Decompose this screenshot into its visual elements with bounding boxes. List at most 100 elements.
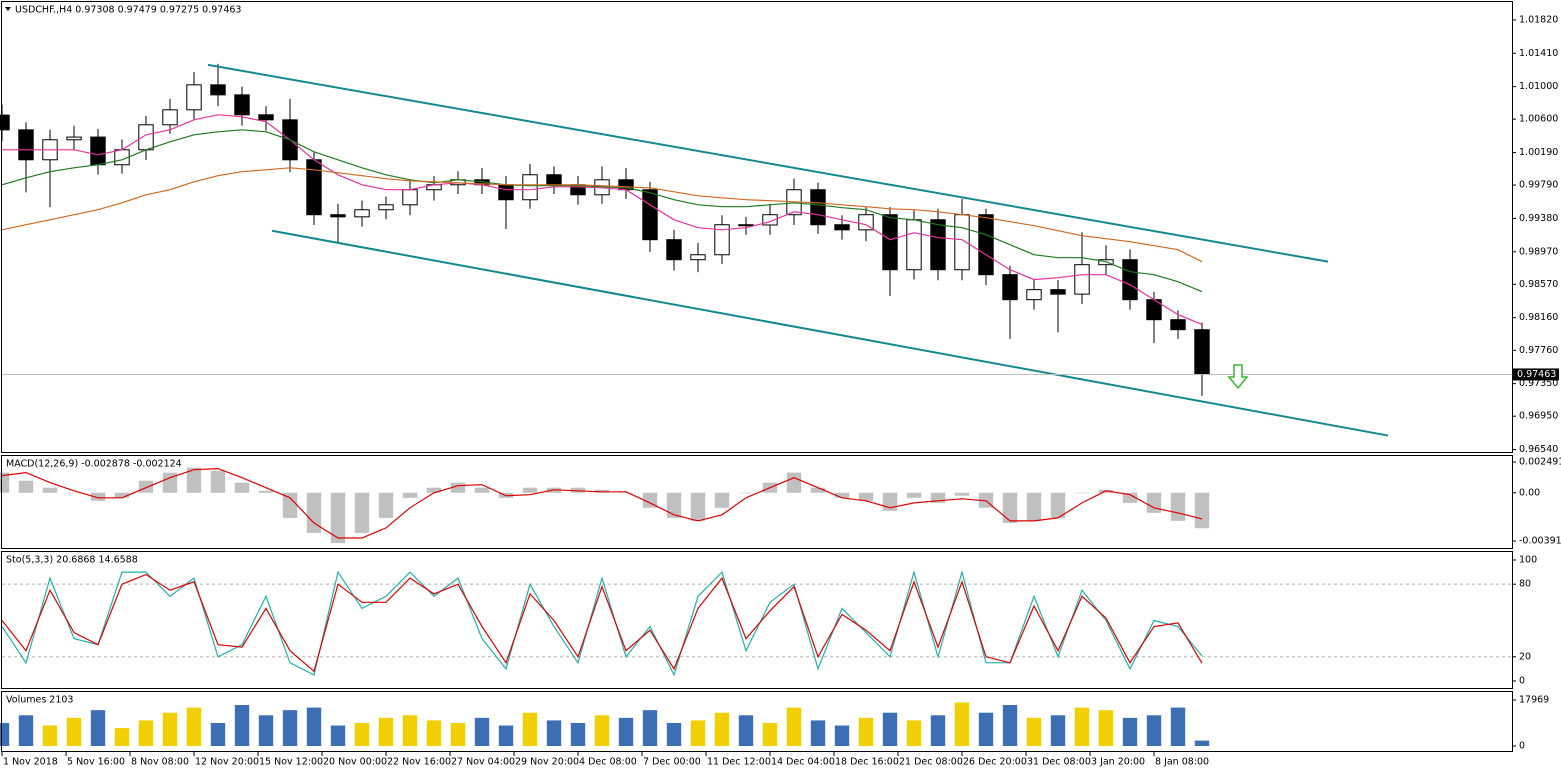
volume-bar (258, 715, 274, 747)
menu-triangle[interactable] (5, 7, 11, 11)
histogram-bar (138, 480, 154, 493)
volume-bar (930, 715, 946, 747)
histogram-bar (618, 492, 634, 494)
histogram-bar (1146, 492, 1162, 513)
candle-body (306, 159, 322, 216)
panel-title: Volumes 2103 (6, 695, 73, 706)
indicator-line (2, 114, 1203, 326)
y-tick-label: 0.99790 (1519, 180, 1558, 191)
candle-body (762, 214, 778, 226)
volume-bar (66, 717, 82, 747)
candle-body (690, 254, 706, 261)
y-tick-label: 1.00190 (1519, 147, 1558, 158)
candle-body (1002, 274, 1018, 301)
x-tick-label: 1 Nov 2018 (3, 757, 58, 768)
x-tick-label: 8 Nov 08:00 (131, 757, 189, 768)
volume-bar (162, 712, 178, 747)
candle-body (714, 224, 730, 256)
x-tick-label: 27 Nov 04:00 (451, 757, 515, 768)
histogram-bar (1170, 492, 1186, 521)
candle-body (810, 189, 826, 226)
histogram-bar (666, 492, 682, 518)
candle-body (642, 189, 658, 241)
histogram-bar (330, 492, 346, 544)
y-tick-label: 0.96540 (1519, 444, 1558, 455)
y-tick-label: 0.98570 (1519, 279, 1558, 290)
volume-bar (810, 720, 826, 747)
y-tick-label: 0.99380 (1519, 213, 1558, 224)
y-tick-label: 1.01000 (1519, 81, 1558, 92)
volume-bar (1170, 707, 1186, 747)
candle-body (162, 109, 178, 126)
volume-bar (282, 710, 298, 747)
volume-bar (402, 715, 418, 747)
volume-bar (594, 715, 610, 747)
volume-bar (1026, 717, 1042, 747)
y-tick-label: 100 (1519, 554, 1537, 565)
candle-body (546, 174, 562, 186)
x-tick-label: 12 Nov 20:00 (195, 757, 259, 768)
histogram-bar (1194, 492, 1210, 529)
y-tick-label: 0.98160 (1519, 312, 1558, 323)
x-tick-label: 11 Dec 12:00 (707, 757, 771, 768)
volume-bar (834, 725, 850, 747)
volume-bar (354, 722, 370, 747)
candle-body (1074, 264, 1090, 295)
x-tick-label: 22 Nov 16:00 (387, 757, 451, 768)
candle-body (234, 94, 250, 116)
candle-body (186, 84, 202, 111)
indicator-line (1, 467, 1203, 539)
candle-body (90, 136, 106, 166)
volume-bar (18, 715, 34, 747)
x-tick-label: 20 Nov 00:00 (323, 757, 387, 768)
histogram-bar (1074, 492, 1090, 494)
y-tick-label: 0 (1519, 741, 1525, 752)
y-tick-label: 1.01820 (1519, 14, 1558, 25)
volume-bar (1194, 740, 1210, 747)
volume-bar (738, 715, 754, 747)
volume-bar (666, 722, 682, 747)
volume-bar (882, 712, 898, 747)
histogram-bar (210, 470, 226, 493)
volume-bar (114, 728, 130, 747)
volume-bar (210, 722, 226, 747)
y-tick-label: 0.002491 (1519, 457, 1561, 468)
y-tick-label: 0 (1519, 675, 1525, 686)
panel: USDCHF.,H4 0.97308 0.97479 0.97275 0.974… (0, 5, 1559, 768)
histogram-bar (786, 472, 802, 493)
candle-body (498, 184, 514, 201)
indicator-line (1, 167, 1203, 263)
histogram-bar (690, 492, 706, 521)
histogram-bar (738, 492, 754, 494)
y-tick-label: 1.01410 (1519, 48, 1558, 59)
candle-body (1170, 319, 1186, 331)
x-tick-label: 4 Dec 08:00 (579, 757, 637, 768)
candle-body (858, 214, 874, 231)
volume-bar (570, 722, 586, 747)
y-tick-label: -0.003914 (1519, 536, 1561, 547)
indicator-line (1, 573, 1203, 673)
histogram-bar (90, 492, 106, 501)
volume-bar (90, 710, 106, 747)
volume-bar (906, 720, 922, 747)
volume-bar (1122, 717, 1138, 747)
main-frame (1, 1, 1513, 453)
histogram-bar (234, 482, 250, 493)
y-tick-label: 0.98970 (1519, 246, 1558, 257)
panel-title: USDCHF.,H4 0.97308 0.97479 0.97275 0.974… (15, 5, 241, 16)
candle-body (882, 214, 898, 271)
volume-bar (1098, 710, 1114, 747)
panel-title: MACD(12,26,9) -0.002878 -0.002124 (6, 459, 182, 470)
y-tick-label: 0.97760 (1519, 345, 1558, 356)
histogram-bar (1026, 492, 1042, 521)
last-price-box (1513, 368, 1559, 381)
volume-bar (378, 717, 394, 747)
volume-bar (1002, 705, 1018, 747)
histogram-bar (402, 492, 418, 498)
histogram-bar (426, 487, 442, 493)
x-tick-label: 31 Dec 08:00 (1027, 757, 1091, 768)
candle-body (1050, 289, 1066, 295)
volume-bar (1050, 715, 1066, 747)
plot-layer: USDCHF.,H4 0.97308 0.97479 0.97275 0.974… (0, 5, 1561, 768)
